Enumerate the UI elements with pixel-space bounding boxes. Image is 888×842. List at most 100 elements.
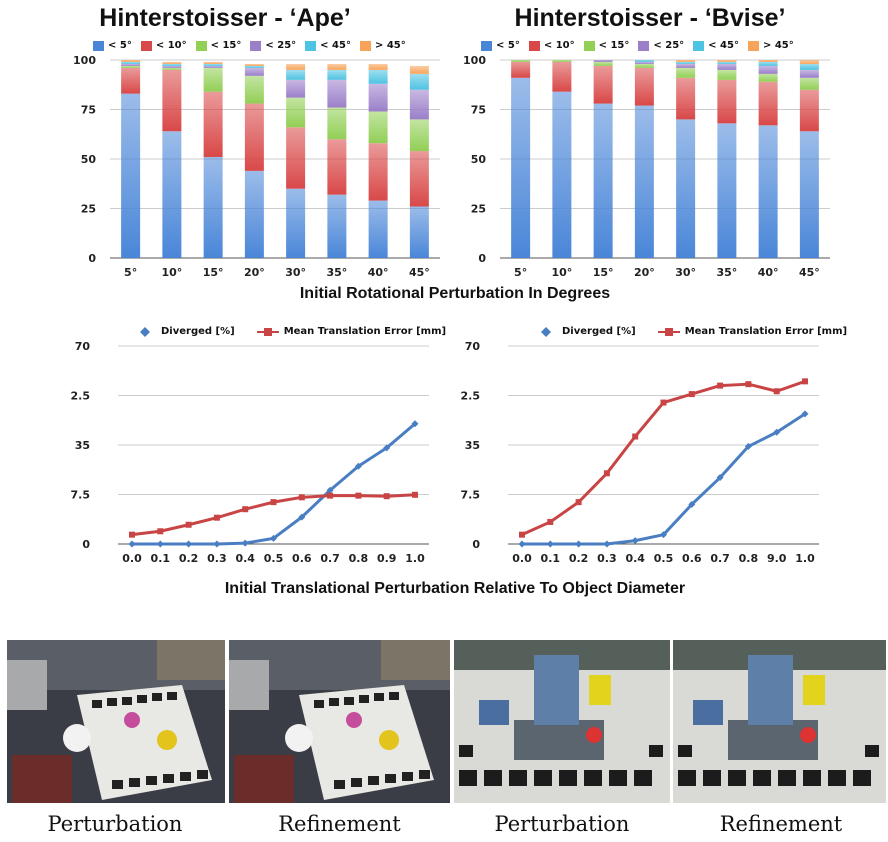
y-tick-label: 50 (471, 153, 487, 166)
y-tick-label: 70 (465, 340, 481, 353)
bar-segment (368, 143, 388, 201)
bar-segment (327, 194, 347, 258)
bar-segment (327, 69, 347, 80)
y-tick-label: 0 (88, 252, 96, 265)
legend-item: < 45° (305, 40, 351, 51)
bar-segment (552, 61, 572, 92)
data-point (411, 420, 419, 428)
bar-segment (676, 63, 696, 68)
bar-segment (593, 60, 613, 62)
bar-segment (634, 67, 654, 106)
data-point (519, 531, 525, 538)
legend-label: > 45° (374, 40, 406, 51)
bar-segment (717, 69, 737, 80)
y-tick-label: 35 (465, 439, 480, 452)
bar-segment (634, 63, 654, 68)
data-point (717, 382, 724, 389)
data-point (660, 399, 667, 406)
bar-segment (717, 60, 737, 62)
x-tick-label: 0.1 (541, 552, 561, 565)
legend-swatch (93, 40, 104, 51)
bar-segment (203, 157, 223, 258)
y-tick-label: 17.5 (460, 489, 480, 502)
bar-segment (121, 61, 141, 64)
data-point (298, 494, 305, 501)
bar-segment (409, 119, 429, 152)
legend-item: < 5° (93, 40, 132, 51)
bar-segment (121, 63, 141, 66)
bar-segment (327, 79, 347, 108)
legend-label: < 45° (320, 40, 351, 51)
bar-segment (717, 61, 737, 64)
caption-refinement-1: Refinement (278, 812, 401, 836)
bar-segment (203, 61, 223, 64)
data-point (773, 388, 780, 395)
bar-segment (676, 67, 696, 78)
legend-item: > 45° (747, 40, 794, 51)
bar-segment (511, 61, 531, 78)
legend-label: < 25° (265, 40, 297, 51)
bvise-perturbation-photo (454, 640, 670, 803)
legend-label: < 15° (598, 40, 630, 51)
y-tick-label: 70 (75, 340, 91, 353)
bar-segment (368, 63, 388, 70)
bar-segment (799, 63, 819, 70)
data-point (270, 534, 277, 542)
legend-item: > 45° (359, 40, 406, 51)
legend-label: > 45° (762, 40, 794, 51)
ape-perturbation-photo (7, 640, 225, 803)
bar-segment (286, 97, 306, 128)
x-tick-label: 0.4 (235, 552, 255, 565)
data-point (632, 433, 639, 440)
data-point (156, 540, 164, 548)
data-point (383, 493, 390, 500)
bar-segment (409, 65, 429, 74)
x-tick-label: 9.0 (767, 552, 787, 565)
bar-segment (368, 200, 388, 258)
bar-segment (409, 206, 429, 258)
bar-segment (327, 139, 347, 195)
data-point (575, 540, 583, 548)
legend-swatch (195, 40, 207, 51)
bar-segment (368, 69, 388, 84)
bar-segment (286, 79, 306, 98)
x-tick-label: 0.2 (569, 552, 589, 565)
legend-label: < 45° (708, 40, 739, 51)
data-point (129, 531, 135, 538)
bar-segment (511, 60, 531, 62)
bar-segment (121, 67, 141, 94)
bar-segment (244, 75, 264, 104)
x-tick-label: 0.6 (292, 552, 312, 565)
legend-label: < 5° (496, 40, 520, 51)
x-tick-label: 0.3 (207, 552, 227, 565)
legend-label: < 10° (543, 40, 575, 51)
x-tick-label: 10° (551, 266, 572, 279)
bar-segment (368, 111, 388, 144)
bar-segment (758, 65, 778, 74)
legend-item: < 15° (195, 40, 241, 51)
bar-segment (162, 131, 182, 258)
ape-legend: < 5° < 10° < 15° < 25° < 45° > 45° (93, 40, 406, 51)
y-tick-label: 50 (81, 153, 97, 166)
data-point (802, 378, 808, 385)
legend-label: Diverged [%] (562, 326, 636, 337)
data-point (185, 521, 192, 528)
y-tick-label: 25 (81, 203, 96, 216)
bar-segment (244, 63, 264, 66)
bar-segment (717, 63, 737, 70)
translation-legend-right: Diverged [%] Mean Translation Error [mm] (535, 326, 847, 337)
y-tick-label: 17.5 (70, 489, 90, 502)
data-point (660, 531, 667, 539)
y-tick-label: 100 (463, 54, 486, 67)
x-tick-label: 35° (326, 266, 347, 279)
data-point (383, 444, 391, 452)
legend-item: Mean Translation Error [mm] (256, 326, 446, 337)
legend-item: Diverged [%] (134, 326, 235, 337)
data-point (688, 391, 695, 398)
x-tick-label: 20° (244, 266, 265, 279)
y-tick-label: 75 (471, 104, 486, 117)
bar-segment (409, 151, 429, 207)
x-tick-label: 45° (409, 266, 430, 279)
data-point (298, 513, 306, 521)
bar-segment (799, 77, 819, 90)
